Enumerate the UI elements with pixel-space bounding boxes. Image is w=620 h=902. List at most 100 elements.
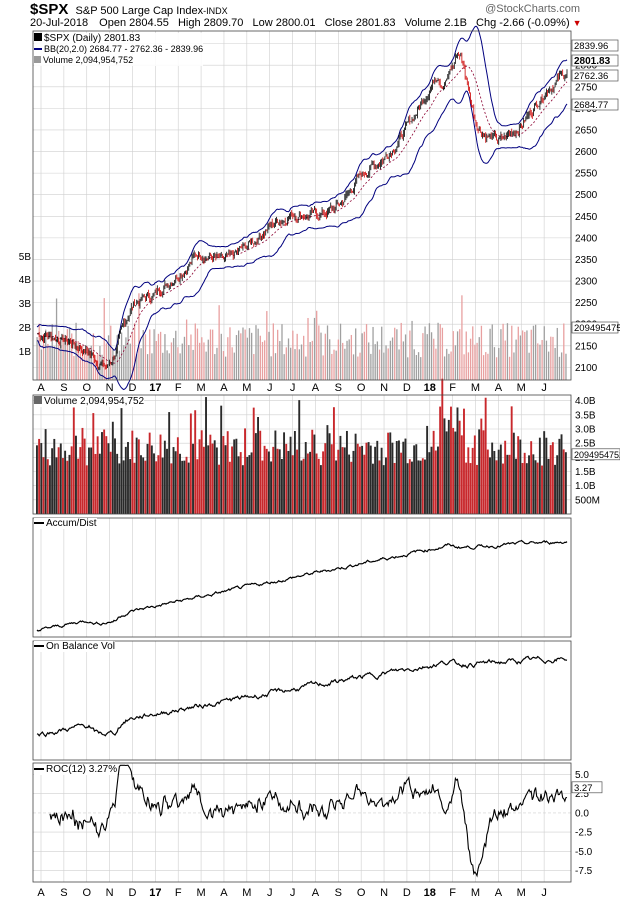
volume-panel-title: Volume 2,094,954,752 xyxy=(44,396,145,407)
price-volume-bar xyxy=(331,353,333,380)
volume-bar xyxy=(298,400,301,514)
price-volume-bar xyxy=(201,337,203,380)
price-volume-bar xyxy=(428,323,431,380)
volume-bar xyxy=(250,452,253,514)
volume-bar xyxy=(118,463,121,514)
quote-line: 20-Jul-2018 Open 2804.55 High 2809.70 Lo… xyxy=(30,17,582,29)
volume-bar xyxy=(120,408,123,514)
volume-bar xyxy=(276,448,279,514)
volume-bar xyxy=(146,443,149,514)
price-volume-bar xyxy=(157,333,160,380)
volume-bar xyxy=(504,440,507,514)
panel-frame-vol xyxy=(32,394,572,515)
volume-bar xyxy=(493,450,496,514)
volume-bar xyxy=(79,447,82,514)
price-volume-bar xyxy=(192,349,194,380)
price-volume-bar xyxy=(389,340,392,380)
price-volume-bar xyxy=(101,354,103,380)
price-volume-bar xyxy=(47,343,49,380)
price-volume-bar xyxy=(491,324,493,380)
volume-bar xyxy=(239,452,242,514)
month-label-bottom: S xyxy=(60,887,67,899)
volume-bar xyxy=(105,436,108,514)
volume-bar xyxy=(560,434,563,514)
price-volume-bar xyxy=(81,344,84,380)
volume-bar xyxy=(348,454,351,514)
price-volume-bar xyxy=(550,336,552,380)
volume-bar xyxy=(300,460,303,514)
price-volume-bar xyxy=(144,334,147,380)
price-volume-bar xyxy=(222,351,225,380)
price-volume-bar xyxy=(209,329,212,380)
price-volume-bar xyxy=(36,337,38,380)
volume-bar xyxy=(371,463,374,514)
volume-bar xyxy=(319,465,322,514)
month-label-bottom: F xyxy=(175,887,182,899)
price-volume-bar xyxy=(311,340,313,380)
ad-legend: Accum/Dist xyxy=(34,518,97,529)
price-volume-bar xyxy=(105,343,108,380)
quote-date: 20-Jul-2018 xyxy=(30,17,89,29)
price-tick-label: 2750 xyxy=(575,82,598,93)
volume-bar xyxy=(185,456,188,514)
volume-bar xyxy=(365,442,368,514)
volume-bar xyxy=(387,432,390,514)
symbol: $SPX xyxy=(30,1,69,18)
price-tick-label: 2450 xyxy=(575,212,598,223)
volume-bar xyxy=(129,459,132,514)
volume-bar xyxy=(512,432,515,514)
volume-bar xyxy=(367,442,370,514)
price-volume-bar xyxy=(235,335,238,380)
price-volume-bar xyxy=(357,356,359,380)
index-name: S&P 500 Large Cap Index xyxy=(75,5,204,17)
volume-bar xyxy=(157,455,160,514)
volume-bar xyxy=(562,449,565,514)
price-volume-bar xyxy=(155,341,157,380)
volume-bar xyxy=(317,458,320,514)
volume-bar xyxy=(46,459,49,514)
price-volume-bar xyxy=(543,326,545,380)
volume-bar xyxy=(53,438,56,514)
volume-bar xyxy=(430,446,433,514)
volume-tick-label: 2.5B xyxy=(575,439,596,450)
volume-tick-label: 1.0B xyxy=(575,481,596,492)
price-volume-bar xyxy=(430,332,433,380)
close-value: 2801.83 xyxy=(355,17,396,29)
price-volume-bar xyxy=(502,323,504,380)
volume-bar xyxy=(426,425,429,514)
month-label-bottom: O xyxy=(82,887,91,899)
volume-bar xyxy=(556,455,559,514)
price-volume-bar xyxy=(526,330,528,380)
price-volume-bar xyxy=(253,354,255,380)
price-volume-bar xyxy=(172,338,175,380)
volume-bar xyxy=(283,432,286,514)
price-volume-bar xyxy=(517,326,519,380)
volume-bar xyxy=(523,452,526,514)
price-volume-bar xyxy=(218,305,220,380)
price-volume-bar xyxy=(534,324,537,380)
volume-bar xyxy=(274,430,277,514)
price-volume-bar xyxy=(424,326,426,380)
price-volume-bar xyxy=(188,345,190,380)
volume-bar xyxy=(502,463,504,514)
price-volume-bar xyxy=(123,345,125,380)
price-volume-bar xyxy=(498,347,500,380)
price-volume-bar xyxy=(387,348,389,380)
volume-bar xyxy=(176,437,179,514)
price-volume-bar xyxy=(116,335,118,380)
price-volume-bar xyxy=(485,352,487,380)
price-volume-bar xyxy=(55,298,58,380)
price-volume-bar xyxy=(140,348,142,380)
price-volume-bar xyxy=(53,346,56,380)
month-label-top: M xyxy=(197,382,206,394)
volume-bar xyxy=(179,453,181,514)
volume-bar xyxy=(551,442,554,514)
price-volume-bar xyxy=(283,354,285,380)
price-volume-bar xyxy=(435,348,437,380)
exchange: INDX xyxy=(206,6,228,16)
volume-bar xyxy=(358,446,361,514)
volume-bar xyxy=(101,432,103,514)
price-volume-bar xyxy=(149,329,151,380)
volume-bar xyxy=(150,445,153,514)
price-marker-box xyxy=(571,54,619,67)
